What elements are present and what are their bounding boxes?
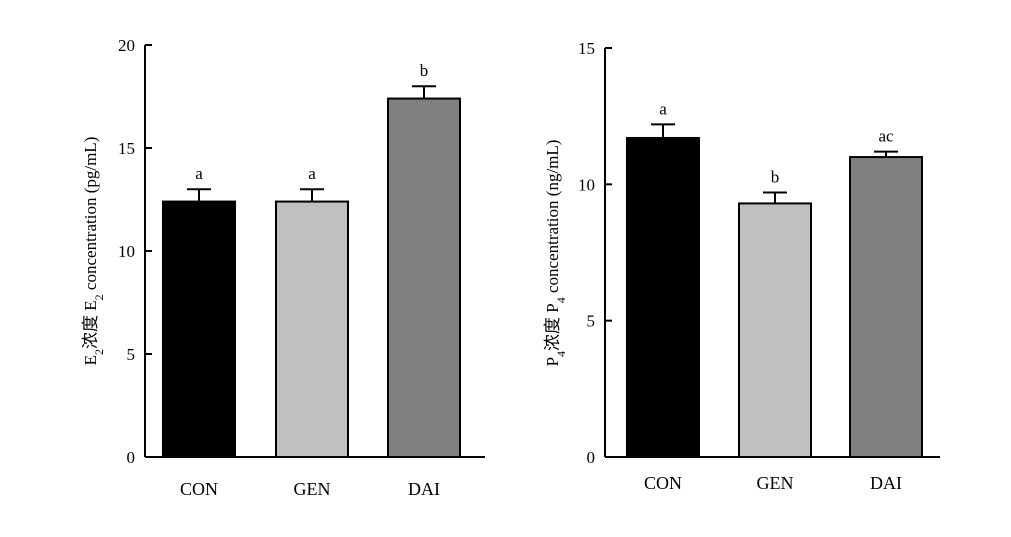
bar [275, 200, 349, 458]
bar [738, 202, 812, 458]
y-tick-label: 5 [127, 345, 136, 364]
y-tick-label: 10 [578, 175, 595, 194]
y-axis-label: P4浓度 P4 concentration (ng/mL) [543, 140, 568, 367]
y-tick-label: 20 [118, 36, 135, 55]
category-label: CON [644, 473, 682, 493]
category-label: GEN [294, 479, 331, 499]
y-tick-label: 0 [127, 448, 136, 467]
bar [162, 200, 236, 458]
category-label: DAI [870, 473, 902, 493]
category-label: DAI [408, 479, 440, 499]
chart-panel-2: 0 5 10 15 a CON b GEN ac DAI P4浓度 P4 concentration… [543, 39, 940, 493]
y-tick-label: 5 [587, 312, 596, 331]
significance-label: ac [878, 127, 894, 146]
category-label: CON [180, 479, 218, 499]
bar [387, 97, 461, 458]
significance-label: a [195, 164, 203, 183]
bar [626, 136, 700, 458]
significance-label: a [308, 164, 316, 183]
chart-panel-1: 0 5 10 15 20 a CON a GEN b DAI E2浓度 E2 concentratio… [81, 36, 485, 499]
y-tick-label: 0 [587, 448, 596, 467]
y-tick-label: 15 [578, 39, 595, 58]
category-label: GEN [757, 473, 794, 493]
bar [849, 156, 923, 458]
y-tick-label: 10 [118, 242, 135, 261]
significance-label: b [771, 168, 780, 187]
y-tick-label: 15 [118, 139, 135, 158]
y-axis-label: E2浓度 E2 concentration (pg/mL) [81, 137, 106, 366]
significance-label: b [420, 61, 429, 80]
significance-label: a [659, 99, 667, 118]
